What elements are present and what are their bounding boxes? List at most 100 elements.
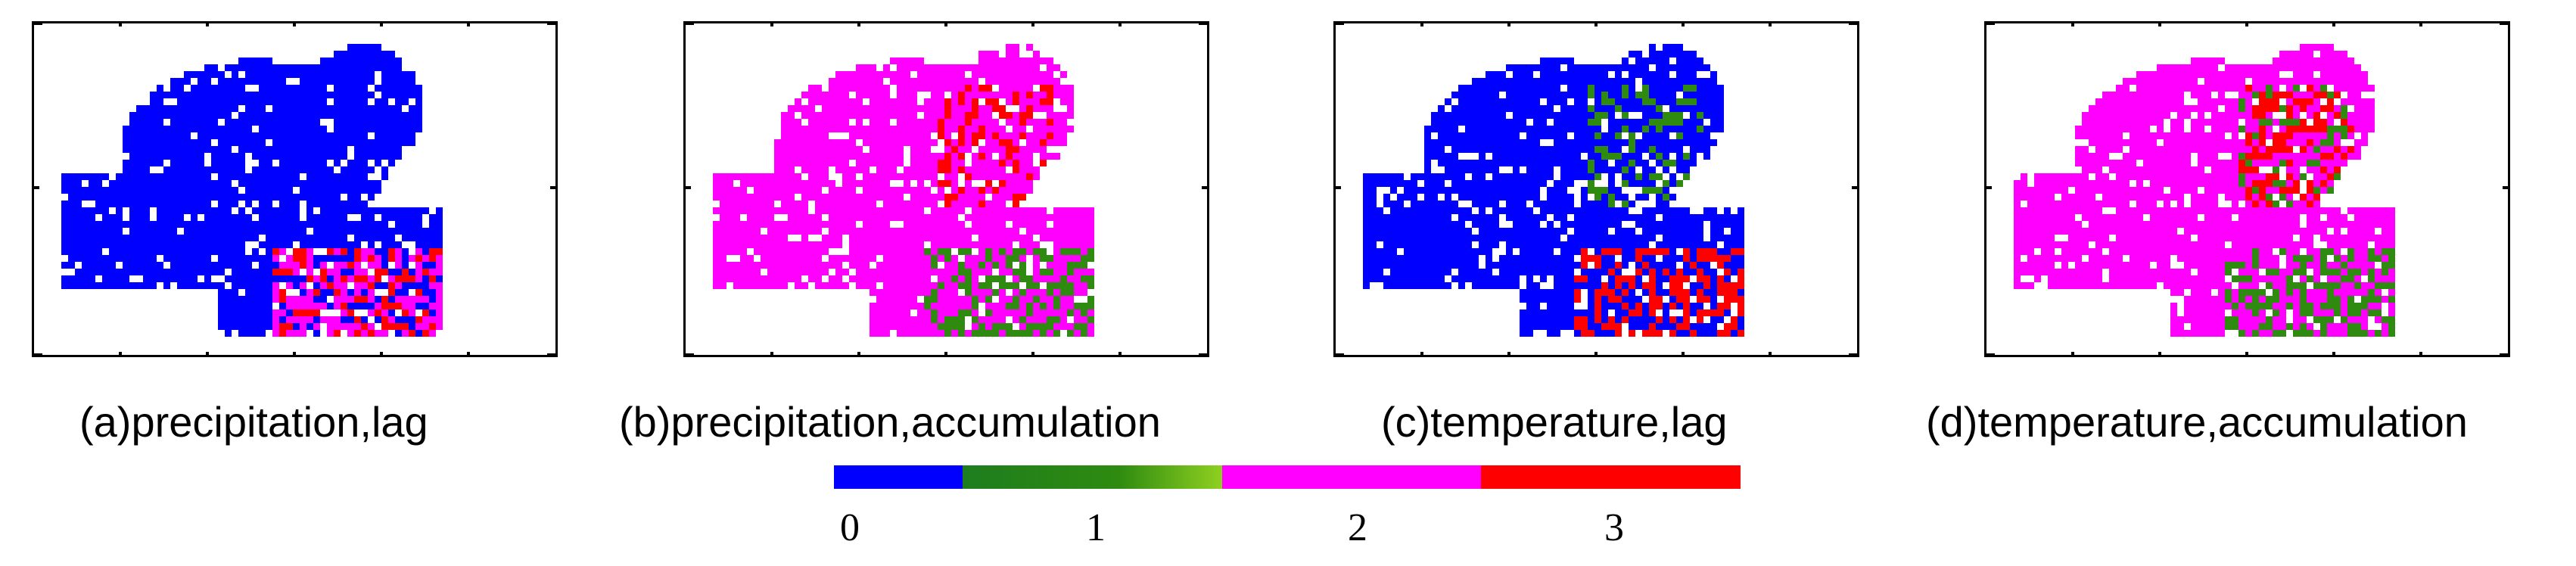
map-cell <box>788 275 795 282</box>
map-cell <box>266 289 272 296</box>
map-cell <box>1581 64 1588 71</box>
map-cell <box>157 92 163 98</box>
map-cell <box>1377 228 1383 235</box>
map-cell <box>1506 92 1513 98</box>
map-cell <box>1397 275 1404 282</box>
map-cell <box>801 248 808 255</box>
map-cell <box>965 269 972 275</box>
map-cell <box>1710 214 1717 221</box>
map-cell <box>1033 303 1040 309</box>
map-cell <box>1560 92 1567 98</box>
map-cell <box>136 166 143 173</box>
map-cell <box>1033 166 1040 173</box>
map-cell <box>266 126 272 132</box>
map-cell <box>1581 160 1588 166</box>
map-cell <box>354 316 361 323</box>
map-cell <box>1547 207 1554 214</box>
map-cell <box>1717 119 1724 126</box>
map-cell <box>293 207 300 214</box>
map-cell <box>1697 309 1703 316</box>
map-cell <box>1472 132 1479 139</box>
map-cell <box>972 241 978 248</box>
map-cell <box>2218 78 2225 85</box>
map-cell <box>917 309 924 316</box>
map-cell <box>82 282 89 289</box>
map-cell <box>1635 173 1642 180</box>
map-cell <box>184 228 191 235</box>
map-cell <box>910 303 917 309</box>
map-cell <box>890 71 897 78</box>
map-cell <box>1492 275 1499 282</box>
map-cell <box>856 64 863 71</box>
map-cell <box>1431 146 1438 153</box>
map-cell <box>1526 105 1533 112</box>
map-cell <box>2273 64 2279 71</box>
map-cell <box>1554 228 1560 235</box>
map-cell <box>252 235 259 241</box>
map-cell <box>2238 71 2245 78</box>
map-cell <box>300 248 306 255</box>
map-cell <box>1533 119 1540 126</box>
map-cell <box>252 248 259 255</box>
map-cell <box>1635 180 1642 187</box>
map-cell <box>266 275 272 282</box>
map-cell <box>938 269 944 275</box>
map-cell <box>1656 51 1663 58</box>
map-cell <box>1013 166 1019 173</box>
map-cell <box>938 282 944 289</box>
map-cell <box>75 214 82 221</box>
map-cell <box>1622 296 1629 303</box>
map-cell <box>904 262 910 269</box>
map-cell <box>1513 194 1520 201</box>
map-cell <box>422 282 429 289</box>
map-cell <box>272 235 279 241</box>
map-cell <box>415 126 422 132</box>
map-cell <box>293 194 300 201</box>
map-cell <box>327 282 334 289</box>
map-cell <box>129 126 136 132</box>
map-cell <box>999 296 1006 303</box>
map-cell <box>1013 194 1019 201</box>
map-cell <box>1438 153 1445 160</box>
map-cell <box>1656 194 1663 201</box>
map-cell <box>917 323 924 330</box>
map-cell <box>1513 153 1520 160</box>
map-cell <box>822 180 829 187</box>
map-cell <box>252 255 259 262</box>
map-cell <box>1581 166 1588 173</box>
map-cell <box>75 255 82 262</box>
map-cell <box>822 92 829 98</box>
map-cell <box>1635 214 1642 221</box>
map-cell <box>347 112 354 119</box>
map-cell <box>409 214 415 221</box>
map-cell <box>1506 248 1513 255</box>
map-cell <box>1649 180 1656 187</box>
map-cell <box>897 248 904 255</box>
map-cell <box>985 166 992 173</box>
map-cell <box>1397 214 1404 221</box>
map-cell <box>2150 78 2157 85</box>
map-cell <box>82 255 89 262</box>
map-cell <box>354 187 361 194</box>
map-cell <box>252 153 259 160</box>
map-cell <box>904 221 910 228</box>
map-cell <box>1506 98 1513 105</box>
map-cell <box>774 194 781 201</box>
map-cell <box>279 235 286 241</box>
map-cell <box>842 105 849 112</box>
map-cell <box>1081 330 1087 337</box>
map-cell <box>150 241 157 248</box>
map-cell <box>910 160 917 166</box>
map-cell <box>1458 112 1465 119</box>
map-cell <box>1554 303 1560 309</box>
map-cell <box>184 78 191 85</box>
map-cell <box>300 146 306 153</box>
map-cell <box>1081 309 1087 316</box>
map-cell <box>1594 221 1601 228</box>
map-cell <box>252 112 259 119</box>
map-cell <box>1635 119 1642 126</box>
map-cell <box>1663 228 1669 235</box>
map-cell <box>1608 221 1615 228</box>
map-cell <box>300 187 306 194</box>
map-cell <box>313 262 320 269</box>
